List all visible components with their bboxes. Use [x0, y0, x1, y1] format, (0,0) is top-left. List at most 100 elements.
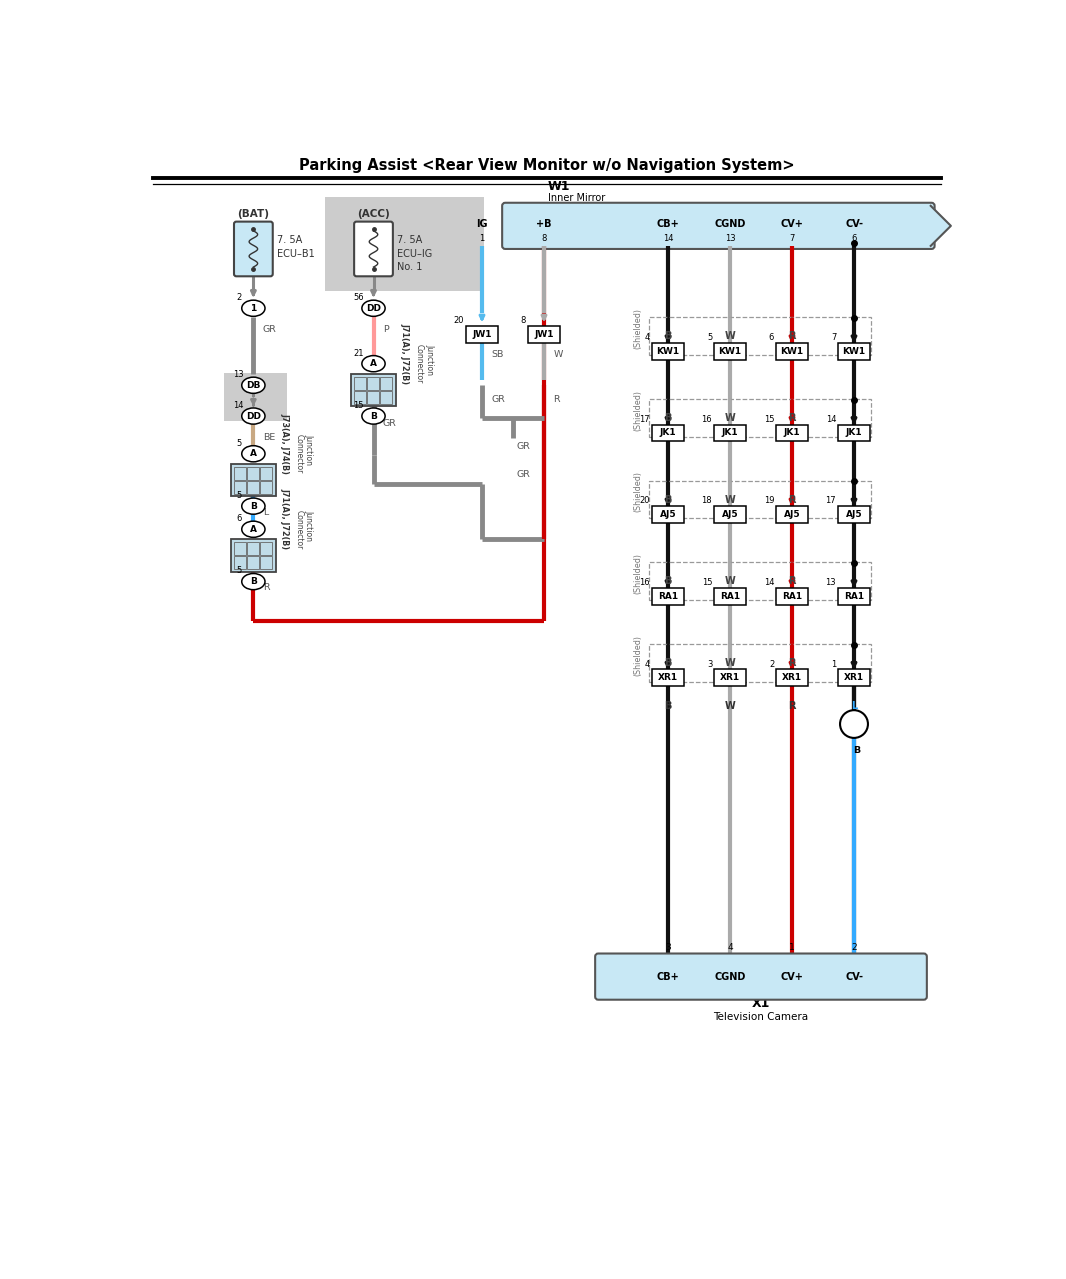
Bar: [714, 588, 746, 605]
Bar: [648, 563, 871, 600]
Ellipse shape: [242, 445, 265, 462]
Bar: [260, 467, 272, 480]
Text: W: W: [725, 413, 736, 423]
Text: B: B: [664, 577, 672, 586]
Text: 14: 14: [663, 234, 674, 243]
Text: 5: 5: [236, 439, 241, 448]
Bar: [367, 377, 379, 390]
Text: AJ5: AJ5: [660, 510, 676, 519]
Text: 13: 13: [233, 370, 244, 379]
Text: 5: 5: [236, 567, 241, 576]
Text: CB+: CB+: [657, 219, 679, 229]
Text: 14: 14: [826, 414, 836, 423]
Text: RA1: RA1: [720, 592, 740, 601]
Text: R: R: [788, 331, 795, 341]
Text: JK1: JK1: [722, 428, 739, 437]
Text: 2: 2: [769, 660, 774, 669]
Text: JW1: JW1: [472, 330, 491, 339]
Text: W1: W1: [548, 180, 570, 193]
Ellipse shape: [361, 408, 385, 425]
Text: 15: 15: [701, 578, 712, 587]
Text: W: W: [725, 657, 736, 668]
Text: JK1: JK1: [845, 428, 862, 437]
Bar: [231, 464, 276, 496]
Bar: [776, 425, 808, 441]
Text: CV+: CV+: [780, 972, 804, 981]
Ellipse shape: [242, 498, 265, 514]
Text: GR: GR: [383, 420, 397, 428]
Text: A: A: [249, 449, 257, 458]
Bar: [651, 506, 684, 523]
Bar: [776, 343, 808, 359]
Bar: [648, 399, 871, 437]
Text: GR: GR: [517, 471, 531, 480]
Text: 20: 20: [640, 496, 650, 505]
Text: 15: 15: [763, 414, 774, 423]
Polygon shape: [931, 206, 951, 246]
Text: 16: 16: [701, 414, 712, 423]
Text: 1: 1: [480, 234, 485, 243]
Text: 6: 6: [852, 234, 857, 243]
Text: Junction
Connector: Junction Connector: [294, 435, 313, 473]
Bar: [260, 556, 272, 569]
Bar: [247, 467, 259, 480]
Text: W: W: [725, 331, 736, 341]
FancyBboxPatch shape: [595, 954, 926, 1000]
Text: 5: 5: [707, 333, 712, 341]
Text: 4: 4: [645, 333, 650, 341]
Text: DD: DD: [366, 303, 381, 313]
Text: 2: 2: [851, 943, 857, 952]
Text: RA1: RA1: [658, 592, 678, 601]
Text: AJ5: AJ5: [722, 510, 739, 519]
Text: JK1: JK1: [784, 428, 801, 437]
Text: ECU–B1: ECU–B1: [276, 248, 314, 258]
Text: XR1: XR1: [782, 673, 802, 683]
Text: 6: 6: [236, 514, 241, 523]
Ellipse shape: [242, 377, 265, 394]
Text: AJ5: AJ5: [845, 510, 862, 519]
Text: KW1: KW1: [842, 347, 866, 356]
Bar: [651, 588, 684, 605]
Text: (BAT): (BAT): [238, 208, 270, 219]
Text: 4: 4: [727, 943, 732, 952]
Text: BE: BE: [262, 434, 275, 443]
Bar: [354, 377, 367, 390]
Bar: [235, 467, 246, 480]
Text: 13: 13: [725, 234, 736, 243]
Text: 5: 5: [236, 491, 241, 500]
Text: J71(A), J72(B): J71(A), J72(B): [280, 489, 290, 549]
Text: 3: 3: [707, 660, 712, 669]
Text: JW1: JW1: [534, 330, 553, 339]
Text: R: R: [788, 413, 795, 423]
FancyBboxPatch shape: [235, 221, 273, 276]
Text: RA1: RA1: [844, 592, 865, 601]
Bar: [714, 343, 746, 359]
Bar: [466, 326, 498, 343]
Text: 8: 8: [521, 316, 527, 325]
Text: No. 1: No. 1: [397, 262, 422, 272]
Text: L: L: [262, 508, 268, 517]
Text: 7. 5A: 7. 5A: [276, 235, 302, 244]
Text: 2: 2: [236, 293, 241, 302]
Text: CGND: CGND: [714, 219, 746, 229]
Bar: [714, 425, 746, 441]
Text: R: R: [553, 395, 560, 404]
Bar: [648, 481, 871, 518]
Text: W: W: [725, 701, 736, 711]
FancyBboxPatch shape: [502, 203, 935, 249]
Text: 17: 17: [640, 414, 650, 423]
Ellipse shape: [242, 521, 265, 537]
Text: A: A: [249, 524, 257, 533]
Text: GR: GR: [262, 325, 276, 334]
Text: AJ5: AJ5: [784, 510, 801, 519]
Text: (Shielded): (Shielded): [633, 553, 643, 593]
Bar: [838, 588, 870, 605]
Text: (Shielded): (Shielded): [633, 472, 643, 513]
Text: XR1: XR1: [844, 673, 865, 683]
Bar: [367, 390, 379, 404]
Text: +B: +B: [536, 219, 552, 229]
Bar: [247, 556, 259, 569]
Circle shape: [840, 710, 868, 738]
Text: R: R: [788, 701, 795, 711]
Bar: [235, 542, 246, 555]
